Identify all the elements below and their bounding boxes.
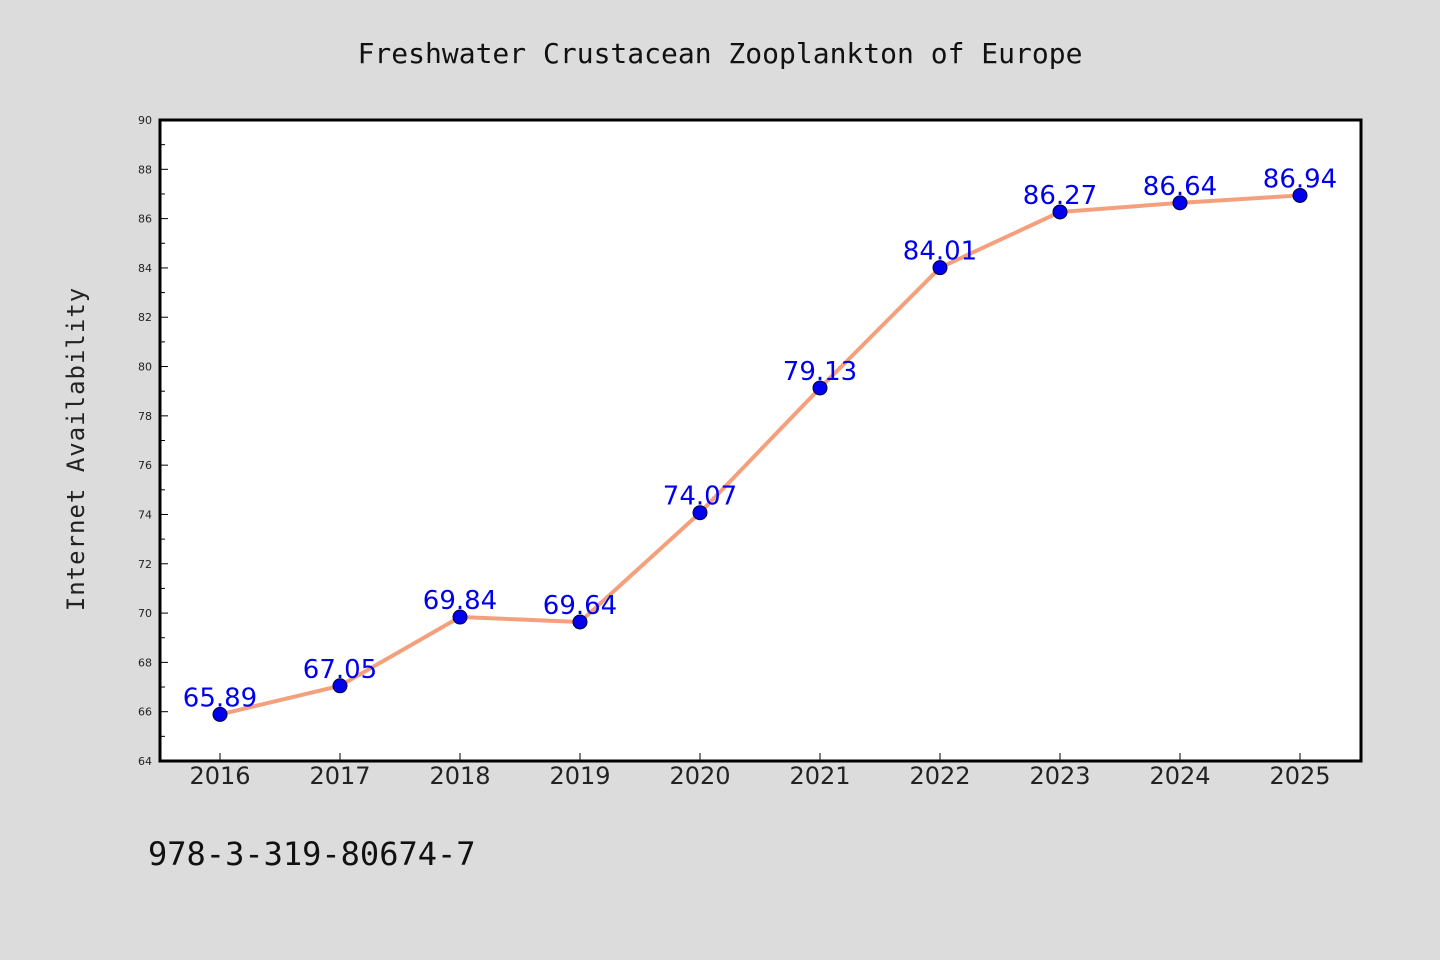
data-point (212, 706, 228, 722)
plot-frame (158, 118, 1363, 763)
y-tick-label: 78 (138, 410, 152, 423)
data-point (1292, 187, 1308, 203)
x-tick-label: 2024 (1149, 762, 1210, 790)
data-label: 69.64 (543, 591, 617, 621)
x-tick-label: 2018 (429, 762, 490, 790)
data-point (452, 609, 468, 625)
data-point (692, 505, 708, 521)
y-tick-label: 86 (138, 213, 152, 226)
y-tick-label: 74 (138, 508, 152, 521)
x-axis: 2016 2017 2018 2019 2020 2021 2022 2023 2024 2025 (189, 753, 1331, 790)
footer-code: 978-3-319-80674-7 (148, 835, 476, 873)
data-label: 84.01 (903, 237, 977, 267)
y-tick-label: 90 (138, 114, 152, 127)
x-tick-label: 2022 (909, 762, 970, 790)
x-tick-label: 2019 (549, 762, 610, 790)
data-label: 86.27 (1023, 181, 1097, 211)
x-tick-label: 2025 (1269, 762, 1330, 790)
y-tick-label: 66 (138, 706, 152, 719)
data-label: 65.89 (183, 683, 257, 713)
y-tick-label: 82 (138, 311, 152, 324)
data-label: 86.64 (1143, 172, 1217, 202)
plot-area (160, 120, 1361, 761)
y-axis: 64 66 68 70 72 74 76 78 80 82 84 86 88 90 (138, 114, 168, 768)
x-tick-label: 2023 (1029, 762, 1090, 790)
y-tick-label: 76 (138, 459, 152, 472)
y-tick-label: 64 (138, 755, 152, 768)
series-line (219, 193, 1301, 717)
y-tick-label: 70 (138, 607, 152, 620)
y-axis-label: Internet Availability (62, 287, 90, 611)
data-label: 79.13 (783, 357, 857, 387)
data-label: 86.94 (1263, 164, 1337, 194)
x-tick-label: 2021 (789, 762, 850, 790)
data-markers (212, 187, 1308, 722)
data-labels: 65.89 67.05 69.84 69.64 74.07 79.13 84.01 86.27… (183, 164, 1337, 713)
y-tick-label: 68 (138, 656, 152, 669)
chart-title: Freshwater Crustacean Zooplankton of Eur… (358, 37, 1083, 70)
data-label: 69.84 (423, 586, 497, 616)
data-label: 74.07 (663, 482, 737, 512)
x-tick-label: 2016 (189, 762, 250, 790)
data-label: 67.05 (303, 655, 377, 685)
y-tick-label: 84 (138, 262, 152, 275)
data-point (812, 380, 828, 396)
y-tick-label: 80 (138, 361, 152, 374)
data-point (1052, 204, 1068, 220)
data-point (1172, 195, 1188, 211)
data-point (572, 614, 588, 630)
x-tick-label: 2020 (669, 762, 730, 790)
x-tick-label: 2017 (309, 762, 370, 790)
y-tick-label: 72 (138, 558, 152, 571)
data-point (932, 260, 948, 276)
y-tick-label: 88 (138, 163, 152, 176)
data-point (332, 678, 348, 694)
